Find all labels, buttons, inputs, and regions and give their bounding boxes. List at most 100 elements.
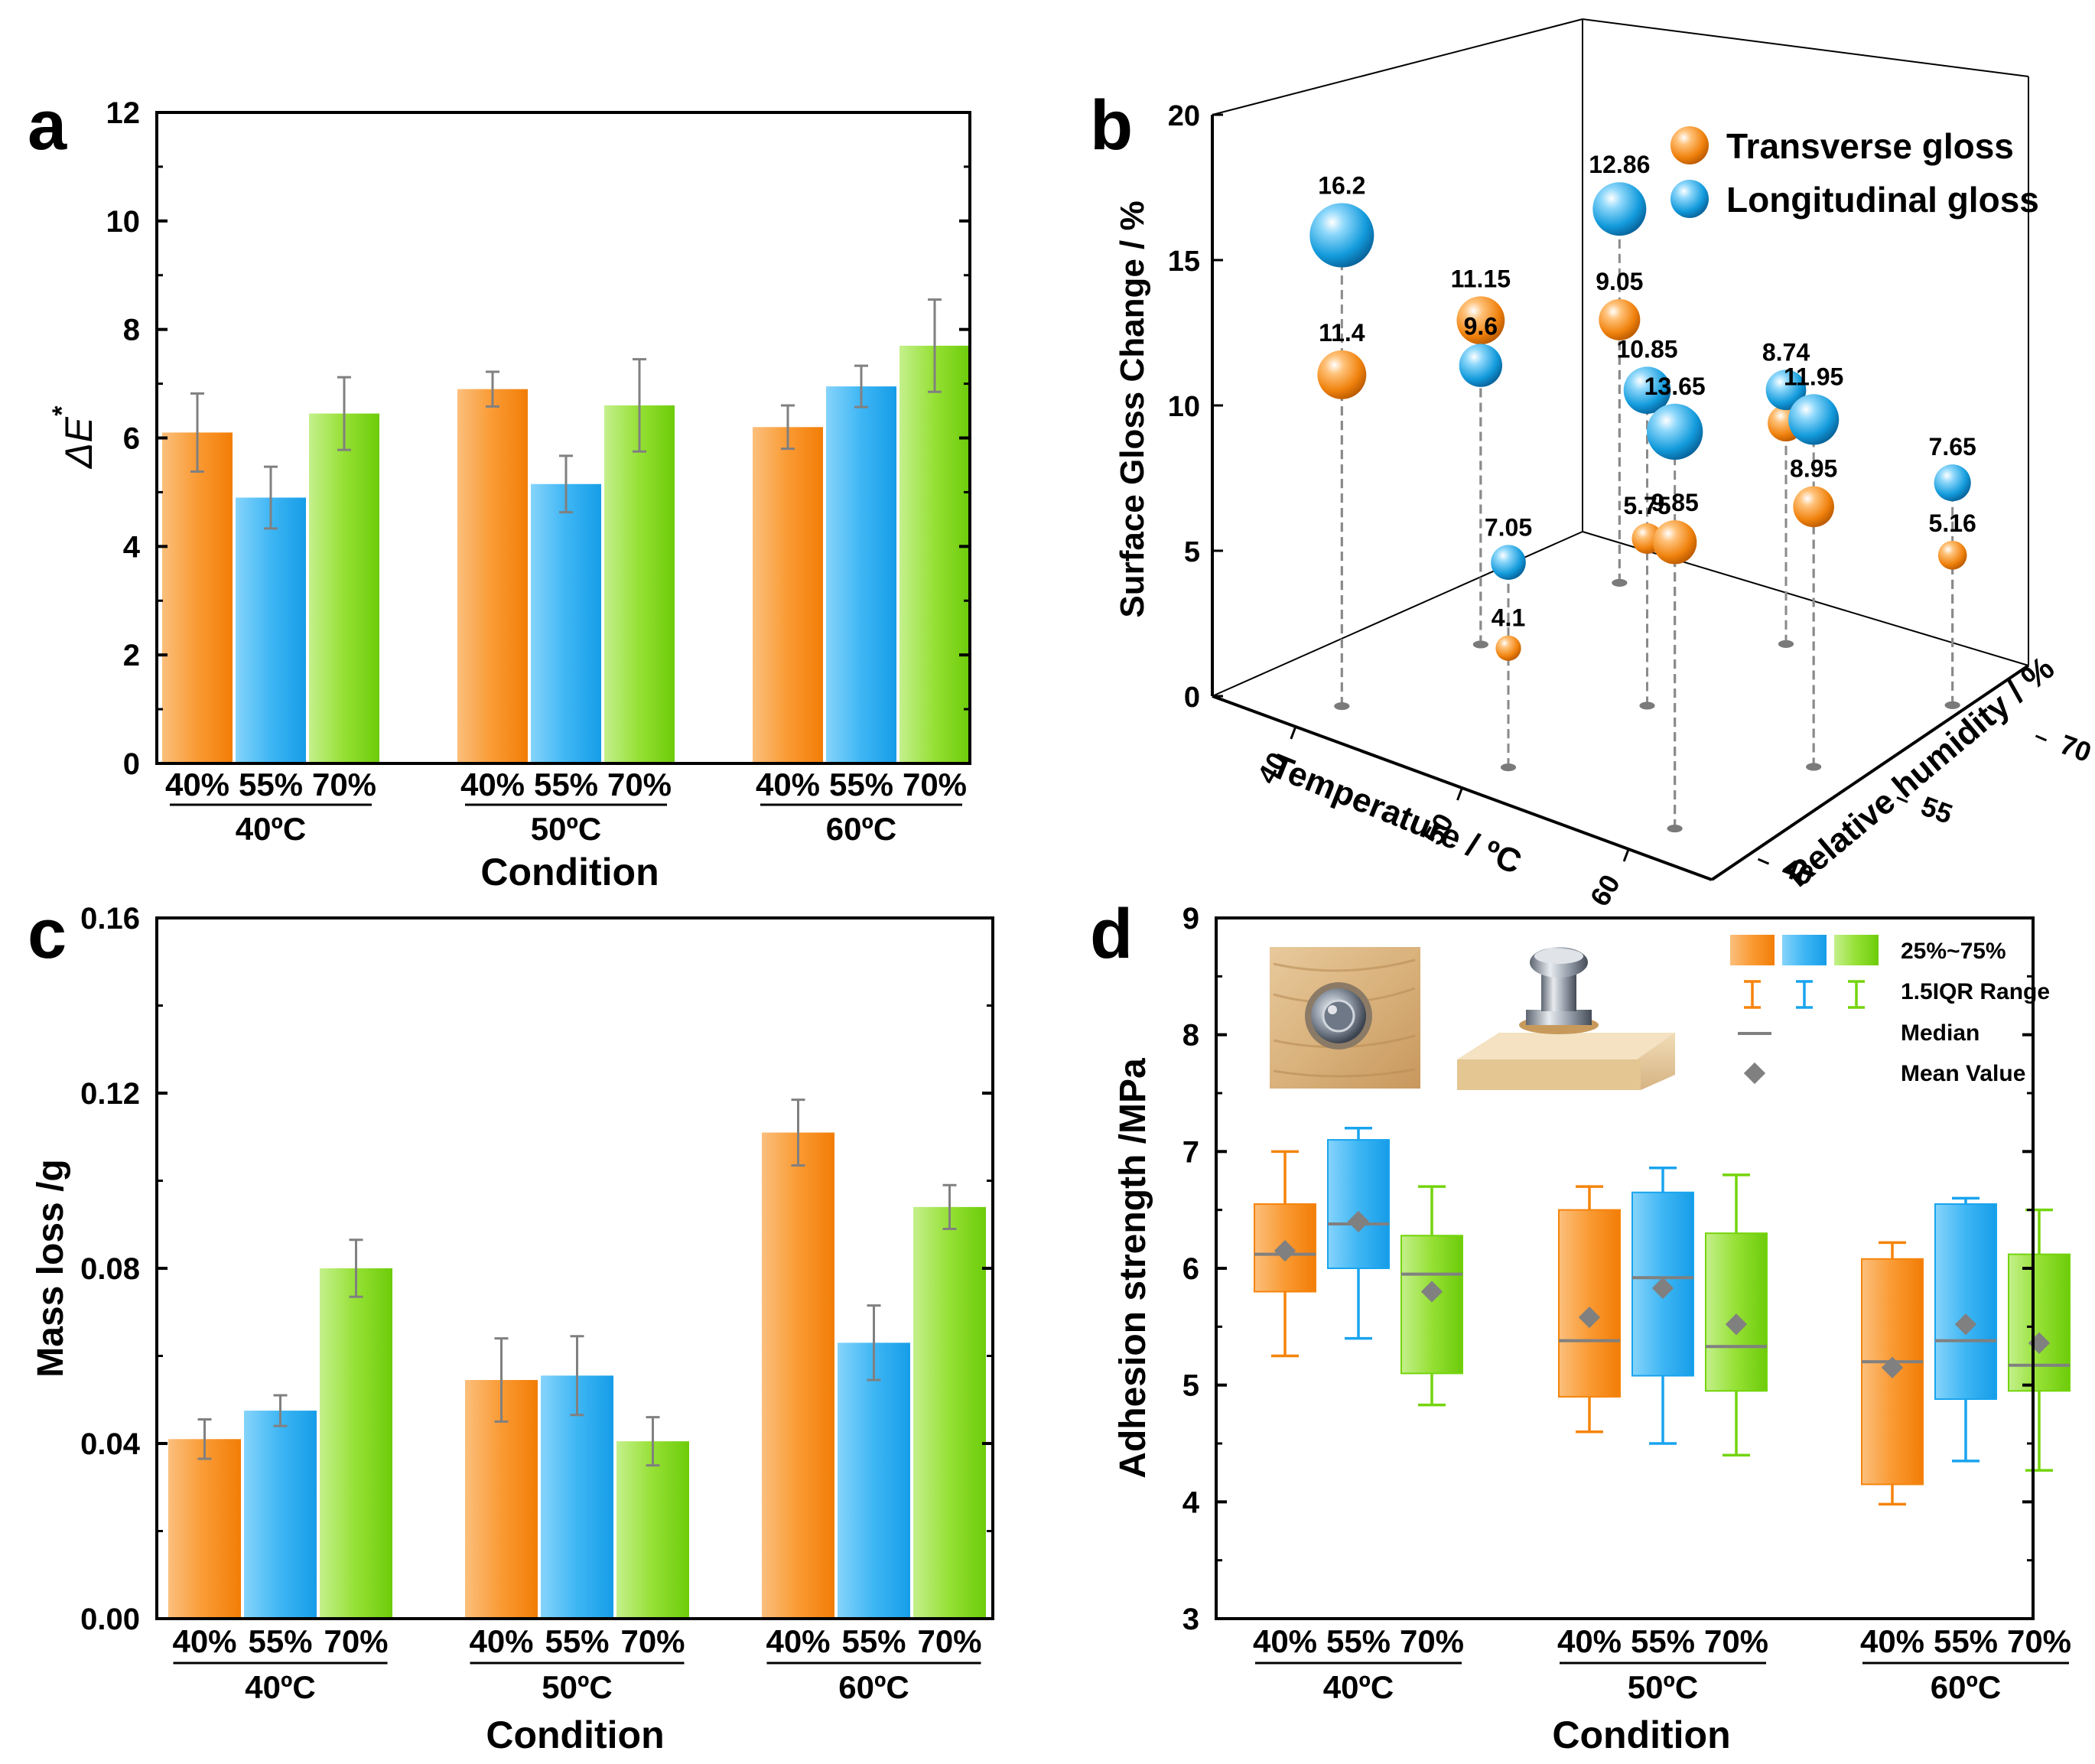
legend-mean-diamond-icon (1743, 1062, 1766, 1085)
y-tick-label: 9 (1183, 902, 1199, 936)
x-category-label: 55% (1934, 1623, 1998, 1659)
x-category-label: 70% (917, 1623, 981, 1659)
legend-whisker-label: 1.5IQR Range (1901, 979, 2050, 1004)
longitudinal-bubble (1788, 394, 1840, 445)
box-iqr (1400, 1235, 1463, 1375)
x-category-label: 70% (312, 766, 376, 802)
y-tick-label: 8 (123, 314, 140, 347)
photo-dolly-side-view (1457, 947, 1675, 1090)
x-category-label: 55% (248, 1623, 312, 1659)
mean-diamond (1420, 1281, 1443, 1303)
bubble-value-label: 10.85 (1616, 335, 1677, 363)
transverse-bubble (1456, 296, 1505, 345)
x-category-label: 55% (1326, 1623, 1391, 1659)
x-group-label: 50ºC (531, 811, 601, 847)
z-tick-label: 0 (1184, 682, 1200, 714)
bubble-value-label: 5.16 (1929, 509, 1976, 537)
x-category-label: 55% (545, 1623, 609, 1659)
x-group-label: 60ºC (838, 1669, 909, 1705)
y-tick-label: 55 (1917, 790, 1957, 830)
bar-70% (604, 405, 675, 763)
bubble-value-label: 8.95 (1790, 455, 1837, 483)
mean-diamond (1954, 1313, 1977, 1336)
transverse-bubble (1793, 486, 1834, 528)
bar-40% (762, 1132, 834, 1619)
bar-70% (320, 1268, 392, 1619)
z-tick-label: 10 (1168, 391, 1200, 423)
panel-c-x-label: Condition (486, 1714, 664, 1756)
bubble-base-marker (1472, 640, 1488, 649)
y-tick-label: 0.08 (80, 1252, 140, 1286)
x-group-label: 60ºC (826, 811, 896, 847)
bubble-value-label: 12.86 (1589, 151, 1650, 178)
transverse-bubble (1599, 298, 1641, 340)
panel-d-y-ticks: 3 4 5 6 7 8 9 (1183, 902, 2033, 1636)
bar-55% (236, 497, 306, 763)
z-tick-label: 5 (1184, 536, 1200, 568)
bar-55% (531, 483, 601, 763)
bubble-value-label: 4.1 (1492, 604, 1525, 632)
legend-box-orange (1730, 935, 1775, 965)
legend-blue-ball-icon (1670, 180, 1709, 218)
x-category-label: 70% (903, 766, 967, 802)
transverse-bubble (1495, 635, 1521, 661)
box-iqr (1705, 1232, 1768, 1392)
longitudinal-bubble (1934, 464, 1971, 502)
bar-55% (838, 1343, 910, 1619)
bar-70% (309, 413, 379, 763)
bar-40% (168, 1439, 241, 1619)
bubble-value-label: 13.65 (1644, 373, 1706, 400)
bubble-value-label: 5.75 (1623, 492, 1670, 519)
longitudinal-bubble (1491, 545, 1526, 581)
legend-box-green (1834, 935, 1879, 965)
x-category-label: 70% (1704, 1623, 1768, 1659)
box-iqr (1934, 1203, 1997, 1400)
y-tick-label: 2 (123, 639, 140, 672)
legend-orange-ball-icon (1670, 126, 1709, 164)
x-tick-label: 60 (1584, 869, 1627, 911)
x-category-label: 55% (829, 766, 893, 802)
longitudinal-bubble (1623, 366, 1671, 414)
longitudinal-bubble (1765, 369, 1807, 411)
bubble-value-label: 16.2 (1318, 172, 1365, 200)
z-tick-label: 20 (1168, 100, 1200, 132)
x-category-label: 70% (620, 1623, 685, 1659)
legend-whisker-icons (1744, 980, 1865, 1009)
y-tick-label: 0.00 (80, 1603, 140, 1636)
bubble-base-marker (1639, 701, 1655, 710)
panel-d-legend: 25%~75% 1.5IQR Range Median Mean Value (1730, 935, 2050, 1086)
mean-diamond (1347, 1210, 1370, 1233)
panel-a-bars (162, 298, 970, 764)
photo-wood-top-view (1270, 947, 1420, 1089)
x-category-label: 40% (469, 1623, 533, 1659)
legend-iqr-box-label: 25%~75% (1901, 939, 2006, 964)
panel-a-y-ticks: 0 2 4 6 8 10 12 (106, 96, 970, 781)
bubble-value-label: 7.65 (1929, 433, 1976, 461)
x-tick (1622, 848, 1630, 862)
longitudinal-bubble (1592, 182, 1647, 236)
bubble-value-label: 11.15 (1451, 265, 1511, 292)
y-tick-label: 8 (1183, 1019, 1199, 1053)
y-tick-label: 3 (1183, 1603, 1199, 1636)
x-category-label: 55% (239, 766, 303, 802)
bar-70% (899, 345, 970, 764)
y-tick-label: 70 (2056, 728, 2095, 768)
x-group-label: 40ºC (245, 1669, 315, 1705)
y-tick-label: 6 (1183, 1252, 1199, 1286)
panel-c-bars (168, 1098, 986, 1619)
y-tick-label: 12 (106, 96, 141, 130)
x-group-label: 60ºC (1931, 1669, 2001, 1705)
longitudinal-bubble (1647, 403, 1703, 461)
bar-40% (753, 427, 823, 763)
legend-transverse-label: Transverse gloss (1726, 126, 2014, 166)
bar-40% (457, 389, 528, 763)
bubble-value-label: 11.95 (1784, 363, 1843, 390)
panel-a-x-label: Condition (480, 851, 659, 893)
x-category-label: 70% (2007, 1623, 2071, 1659)
panel-b-letter: b (1090, 86, 1133, 164)
bubble-base-marker (1501, 763, 1516, 772)
